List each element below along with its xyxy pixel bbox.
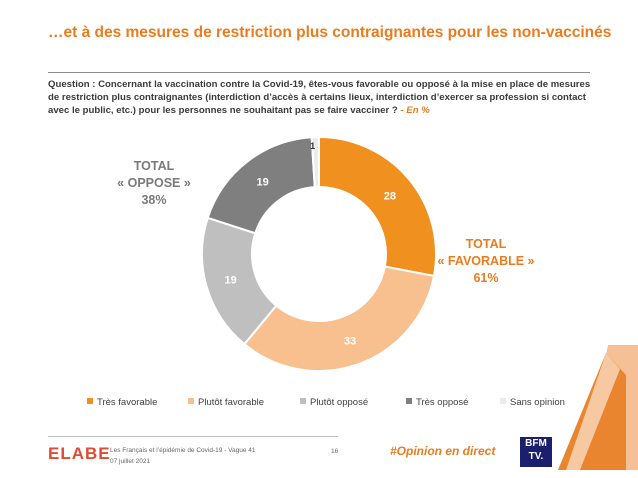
legend-swatch-0: [87, 398, 93, 404]
question-unit: - En %: [397, 105, 430, 116]
legend-item-4: Sans opinion: [500, 397, 565, 408]
total-oppose-line2: « OPPOSE »: [117, 176, 191, 190]
legend-swatch-2: [300, 398, 306, 404]
bfmtv-logo-line2: TV.: [528, 451, 544, 462]
elabe-corner-logo-icon: [558, 345, 638, 470]
footer-study-title: Les Français et l’épidémie de Covid-19 -…: [110, 447, 256, 454]
total-favorable-line1: TOTAL: [465, 237, 507, 251]
donut-value-label-3: 19: [256, 176, 268, 188]
legend-item-2: Plutôt opposé: [300, 397, 368, 408]
legend-swatch-3: [406, 398, 412, 404]
legend-label-0: Très favorable: [97, 397, 158, 408]
legend-label-3: Très opposé: [416, 397, 469, 408]
legend-swatch-4: [500, 398, 506, 404]
legend-label-2: Plutôt opposé: [310, 397, 369, 408]
legend-item-0: Très favorable: [87, 397, 157, 408]
chart-legend: Très favorable Plutôt favorable Plutôt opp…: [0, 397, 638, 411]
donut-slice-1: [243, 265, 436, 372]
footer-date: 07 juillet 2021: [110, 458, 151, 465]
legend-label-4: Sans opinion: [510, 397, 565, 408]
total-oppose-line1: TOTAL: [133, 159, 175, 173]
donut-value-label-2: 19: [225, 275, 237, 287]
donut-value-label-4: 1: [310, 141, 315, 151]
total-oppose: TOTAL « OPPOSE » 38%: [102, 158, 206, 209]
legend-item-3: Très opposé: [406, 397, 468, 408]
donut-value-label-0: 28: [384, 190, 396, 202]
donut-slice-4: [310, 135, 320, 189]
donut-value-label-1: 33: [344, 336, 356, 348]
donut-slices: [201, 135, 437, 372]
page-number: 16: [331, 448, 339, 455]
opinion-hashtag: #Opinion en direct: [390, 444, 496, 458]
legend-item-1: Plutôt favorable: [188, 397, 264, 408]
legend-label-1: Plutôt favorable: [198, 397, 265, 408]
page-title: …et à des mesures de restriction plus co…: [48, 24, 612, 41]
total-favorable: TOTAL « FAVORABLE » 61%: [432, 236, 540, 287]
legend-swatch-1: [188, 398, 194, 404]
question-text: Question : Concernant la vaccination con…: [48, 78, 593, 117]
elabe-logo: ELABE: [48, 444, 111, 463]
footer-divider: [48, 436, 338, 437]
bfmtv-logo: BFM TV.: [520, 437, 552, 467]
question-body: Question : Concernant la vaccination con…: [48, 79, 591, 116]
total-favorable-line2: « FAVORABLE »: [437, 254, 535, 268]
total-oppose-value: 38%: [141, 193, 167, 207]
donut-value-labels: 28 33 19 19 1: [225, 141, 396, 348]
title-divider: [48, 72, 590, 73]
donut-slice-0: [318, 135, 437, 278]
bfmtv-logo-line1: BFM: [525, 438, 547, 449]
total-favorable-value: 61%: [473, 271, 499, 285]
